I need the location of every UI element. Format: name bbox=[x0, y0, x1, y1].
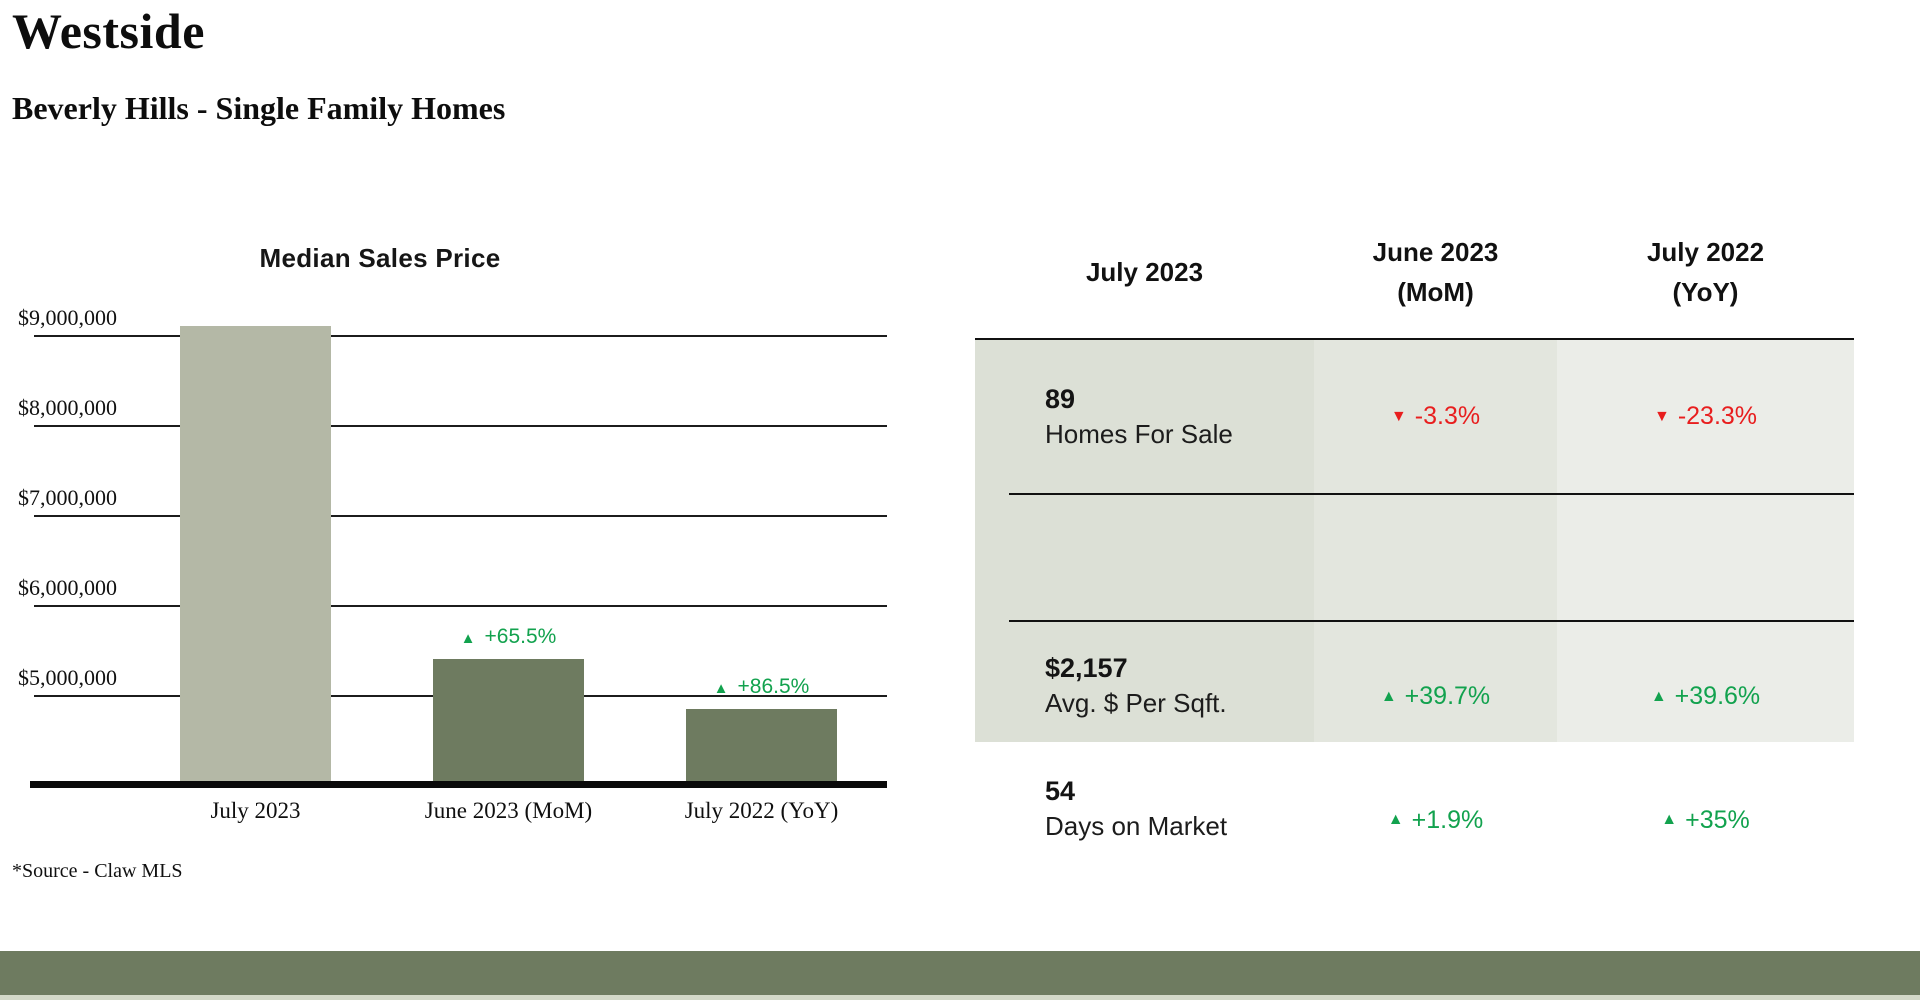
row-divider bbox=[1009, 620, 1854, 622]
down-arrow-icon: ▼ bbox=[1390, 407, 1407, 425]
table-body: 89 Homes For Sale ▼ -3.3% ▼ -23.3% $2,15… bbox=[975, 340, 1854, 841]
percent-change-text: +39.7% bbox=[1404, 682, 1491, 710]
column-header-july-2022-yoy: July 2022 (YoY) bbox=[1557, 205, 1854, 338]
column-header-line: (MoM) bbox=[1397, 276, 1474, 307]
metric-value: 89 bbox=[1045, 383, 1076, 414]
percent-change-text: -3.3% bbox=[1414, 402, 1481, 430]
column-background bbox=[1557, 340, 1854, 742]
y-axis-tick-label: $6,000,000 bbox=[18, 575, 117, 600]
column-header-line: July 2022 bbox=[1646, 236, 1765, 267]
gridline-7m bbox=[34, 515, 887, 517]
row-divider bbox=[1009, 493, 1854, 495]
table-row-homes-for-sale: 89 Homes For Sale ▼ -3.3% ▼ -23.3% bbox=[975, 340, 1854, 493]
bar-july-2023 bbox=[180, 326, 331, 784]
x-axis-category-june-2023: June 2023 (MoM) bbox=[424, 798, 593, 823]
y-axis-tick-label: $7,000,000 bbox=[18, 485, 117, 510]
percent-change-text: +1.9% bbox=[1411, 805, 1484, 834]
metric-label: Avg. $ Per Sqft. bbox=[1045, 687, 1227, 718]
y-axis-tick-label: $9,000,000 bbox=[18, 305, 117, 330]
metric-label: Days on Market bbox=[1045, 811, 1228, 841]
source-note: *Source - Claw MLS bbox=[12, 860, 183, 882]
up-arrow-icon: ▲ bbox=[1387, 811, 1404, 828]
column-header-line: July 2023 bbox=[1085, 256, 1204, 287]
y-axis-tick-label: $5,000,000 bbox=[18, 665, 117, 690]
up-arrow-icon: ▲ bbox=[713, 679, 729, 697]
bar-july-2022-yoy bbox=[686, 708, 837, 784]
bar-annotation-mom: ▲ +65.5% bbox=[461, 625, 557, 649]
table-row-avg-price-per-sqft: $2,157 Avg. $ Per Sqft. ▲ +39.7% ▲ +39.6… bbox=[975, 622, 1854, 749]
annotation-text: +65.5% bbox=[484, 625, 557, 648]
up-arrow-icon: ▲ bbox=[1380, 687, 1397, 705]
metric-cell-avg-price-per-sqft: $2,157 Avg. $ Per Sqft. bbox=[975, 622, 1314, 749]
gridline-8m bbox=[34, 425, 887, 427]
metric-value: 54 bbox=[1045, 776, 1076, 806]
percent-change-text: -23.3% bbox=[1677, 402, 1758, 430]
down-arrow-icon: ▼ bbox=[1653, 407, 1670, 425]
up-arrow-icon: ▲ bbox=[1661, 811, 1678, 828]
annotation-text: +86.5% bbox=[737, 674, 810, 698]
yoy-change-days-on-market: ▲ +35% bbox=[1557, 749, 1854, 869]
yoy-change-homes-for-sale: ▼ -23.3% bbox=[1557, 340, 1854, 493]
up-arrow-icon: ▲ bbox=[1650, 687, 1667, 705]
metric-cell-days-on-market: 54 Days on Market bbox=[975, 749, 1314, 869]
x-axis-category-july-2023: July 2023 bbox=[210, 798, 301, 823]
yoy-change-avg-price-per-sqft: ▲ +39.6% bbox=[1557, 622, 1854, 749]
x-axis-line bbox=[30, 781, 887, 788]
column-header-line: June 2023 bbox=[1372, 236, 1499, 267]
mom-change-avg-price-per-sqft: ▲ +39.7% bbox=[1314, 622, 1557, 749]
up-arrow-icon: ▲ bbox=[460, 630, 476, 647]
gridline-6m bbox=[34, 605, 887, 607]
gridline-9m bbox=[34, 335, 887, 337]
column-header-line: (YoY) bbox=[1672, 276, 1739, 307]
chart-title: Median Sales Price bbox=[259, 243, 501, 273]
footer-strip bbox=[0, 995, 1920, 1000]
percent-change-text: +35% bbox=[1685, 805, 1750, 834]
x-axis-category-july-2022: July 2022 (YoY) bbox=[684, 798, 839, 823]
table-row-days-on-market: 54 Days on Market ▲ +1.9% ▲ +35% bbox=[975, 749, 1854, 869]
bar-annotation-yoy: ▲ +86.5% bbox=[714, 675, 810, 699]
stats-table: July 2023 June 2023 (MoM) July 2022 (YoY… bbox=[975, 205, 1854, 841]
y-axis-tick-label: $8,000,000 bbox=[18, 395, 117, 420]
mom-change-homes-for-sale: ▼ -3.3% bbox=[1314, 340, 1557, 493]
report-subtitle: Beverly Hills - Single Family Homes bbox=[12, 90, 506, 126]
metric-cell-homes-for-sale: 89 Homes For Sale bbox=[975, 340, 1314, 493]
mom-change-days-on-market: ▲ +1.9% bbox=[1314, 749, 1557, 869]
column-background bbox=[1314, 340, 1557, 742]
metric-label: Homes For Sale bbox=[1045, 418, 1233, 449]
table-header-rule bbox=[975, 338, 1854, 340]
column-background bbox=[975, 340, 1314, 742]
footer-band bbox=[0, 951, 1920, 995]
page-title: Westside bbox=[12, 3, 205, 59]
column-header-june-2023-mom: June 2023 (MoM) bbox=[1314, 205, 1557, 338]
bar-june-2023-mom bbox=[433, 659, 584, 784]
percent-change-text: +39.6% bbox=[1674, 682, 1761, 710]
metric-value: $2,157 bbox=[1045, 652, 1128, 683]
column-header-july-2023: July 2023 bbox=[975, 205, 1314, 338]
